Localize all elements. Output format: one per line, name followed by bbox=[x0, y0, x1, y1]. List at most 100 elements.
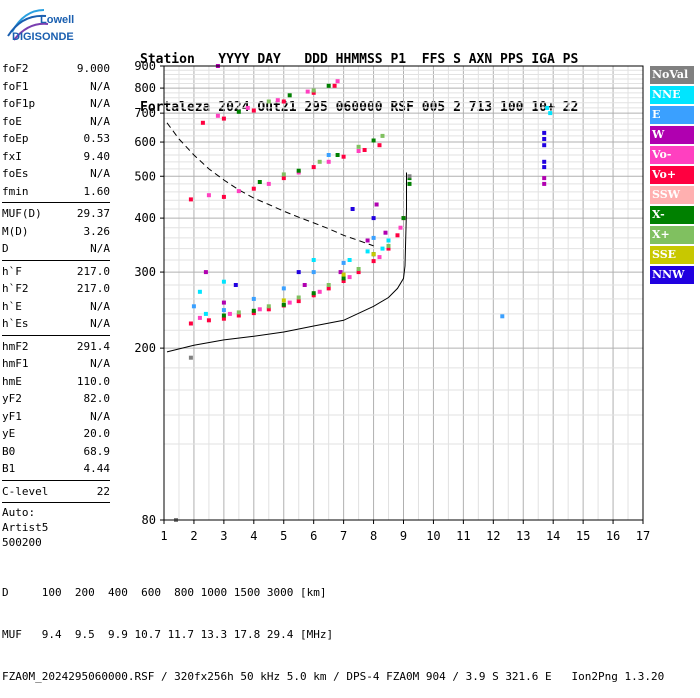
x-tick-label: 11 bbox=[456, 529, 470, 543]
echo-point bbox=[341, 272, 346, 277]
echo-point bbox=[281, 302, 286, 307]
param-text: Artist5 bbox=[2, 521, 49, 534]
chart-points bbox=[174, 64, 553, 522]
echo-point bbox=[338, 270, 343, 275]
echo-point bbox=[233, 283, 238, 287]
x-tick-label: 7 bbox=[340, 529, 347, 543]
param-label: foE bbox=[2, 114, 22, 128]
echo-point bbox=[197, 315, 202, 320]
param-label: h`F2 bbox=[2, 282, 29, 295]
echo-point bbox=[371, 138, 376, 143]
x-tick-label: 9 bbox=[400, 529, 407, 543]
echo-point bbox=[335, 153, 340, 157]
param-separator bbox=[2, 259, 110, 261]
lowell-digisonde-logo: Lowell DIGISONDE bbox=[4, 6, 94, 46]
echo-point bbox=[206, 318, 211, 323]
param-value: 0.53 bbox=[83, 132, 111, 145]
echo-point bbox=[542, 130, 547, 135]
param-value: 110.0 bbox=[76, 374, 110, 388]
param-value: 217.0 bbox=[76, 264, 110, 278]
param-text: Auto: bbox=[2, 506, 36, 519]
y-tick-label: 900 bbox=[134, 59, 156, 73]
param-row: B0 68.9 bbox=[2, 443, 110, 461]
echo-point bbox=[191, 304, 196, 309]
echo-point bbox=[251, 308, 256, 313]
param-label: yF1 bbox=[2, 409, 22, 423]
param-value: 1.60 bbox=[83, 184, 111, 198]
echo-point bbox=[221, 300, 226, 305]
echo-point bbox=[326, 283, 331, 287]
param-value: 217.0 bbox=[76, 282, 110, 295]
chart-grid bbox=[164, 66, 643, 520]
param-row: C-level 22 bbox=[2, 483, 110, 501]
param-row: M(D) 3.26 bbox=[2, 223, 110, 241]
echo-point bbox=[311, 88, 316, 93]
param-value: N/A bbox=[90, 114, 110, 128]
legend-item: NNW bbox=[650, 266, 694, 284]
echo-point bbox=[542, 137, 547, 141]
echo-point bbox=[395, 233, 400, 238]
param-label: fxI bbox=[2, 149, 22, 163]
param-row: D N/A bbox=[2, 240, 110, 258]
echo-point bbox=[188, 355, 193, 360]
echo-point bbox=[281, 172, 286, 177]
param-label: h`E bbox=[2, 299, 22, 313]
param-value: 9.40 bbox=[83, 149, 111, 163]
param-row: MUF(D) 29.37 bbox=[2, 205, 110, 223]
param-row: hmE 110.0 bbox=[2, 373, 110, 391]
param-value: N/A bbox=[90, 409, 110, 423]
echo-point bbox=[257, 180, 262, 184]
param-label: foEs bbox=[2, 167, 29, 180]
y-tick-label: 600 bbox=[134, 135, 156, 149]
param-value: 82.0 bbox=[83, 392, 111, 405]
legend-item: NoVal bbox=[650, 66, 694, 84]
logo-product: DIGISONDE bbox=[12, 31, 74, 43]
param-label: yF2 bbox=[2, 392, 22, 405]
echo-point bbox=[203, 311, 208, 316]
echo-point bbox=[362, 148, 367, 152]
param-row: foF1 N/A bbox=[2, 78, 110, 96]
x-tick-label: 1 bbox=[160, 529, 167, 543]
echo-point bbox=[296, 295, 301, 300]
echo-point bbox=[236, 109, 241, 114]
echo-point bbox=[542, 176, 547, 181]
echo-point bbox=[236, 189, 241, 194]
virtual-height-trace bbox=[166, 172, 407, 353]
echo-point bbox=[188, 321, 193, 326]
param-label: yE bbox=[2, 427, 16, 440]
echo-point bbox=[371, 252, 376, 257]
param-row: B1 4.44 bbox=[2, 460, 110, 478]
param-value: 68.9 bbox=[83, 444, 111, 458]
echo-point bbox=[371, 216, 376, 221]
echo-point bbox=[386, 238, 391, 243]
echo-point bbox=[341, 154, 346, 159]
y-tick-label: 200 bbox=[134, 341, 156, 355]
echo-point bbox=[548, 111, 553, 116]
echo-point bbox=[377, 143, 382, 148]
param-label: foF2 bbox=[2, 62, 29, 75]
echo-point bbox=[371, 235, 376, 240]
x-tick-label: 14 bbox=[546, 529, 560, 543]
param-separator bbox=[2, 479, 110, 481]
parameters-panel: foF2 9.000 foF1 N/A foF1p N/A foE N/A foEp 0.53 fx… bbox=[2, 60, 110, 550]
echo-point bbox=[281, 176, 286, 181]
echo-point bbox=[365, 238, 370, 243]
echo-point bbox=[542, 165, 547, 170]
echo-point bbox=[215, 113, 220, 118]
echo-point bbox=[266, 307, 271, 312]
header-line-1: Station YYYY DAY DDD HHMMSS P1 FFS S AXN… bbox=[140, 52, 579, 67]
echo-point bbox=[380, 133, 385, 138]
echo-point bbox=[275, 98, 280, 103]
param-row: h`E N/A bbox=[2, 298, 110, 316]
echo-point bbox=[236, 313, 241, 318]
echo-point bbox=[296, 270, 301, 275]
footer-muf-row: MUF 9.4 9.5 9.9 10.7 11.7 13.3 17.8 29.4… bbox=[2, 628, 334, 641]
echo-point bbox=[356, 270, 361, 275]
echo-point bbox=[317, 289, 322, 294]
param-row: foEp 0.53 bbox=[2, 130, 110, 148]
x-tick-label: 10 bbox=[426, 529, 440, 543]
echo-point bbox=[281, 99, 286, 104]
param-value: 20.0 bbox=[83, 427, 111, 440]
echo-point bbox=[200, 120, 205, 125]
footer: D 100 200 400 600 800 1000 1500 3000 [km… bbox=[2, 558, 664, 698]
